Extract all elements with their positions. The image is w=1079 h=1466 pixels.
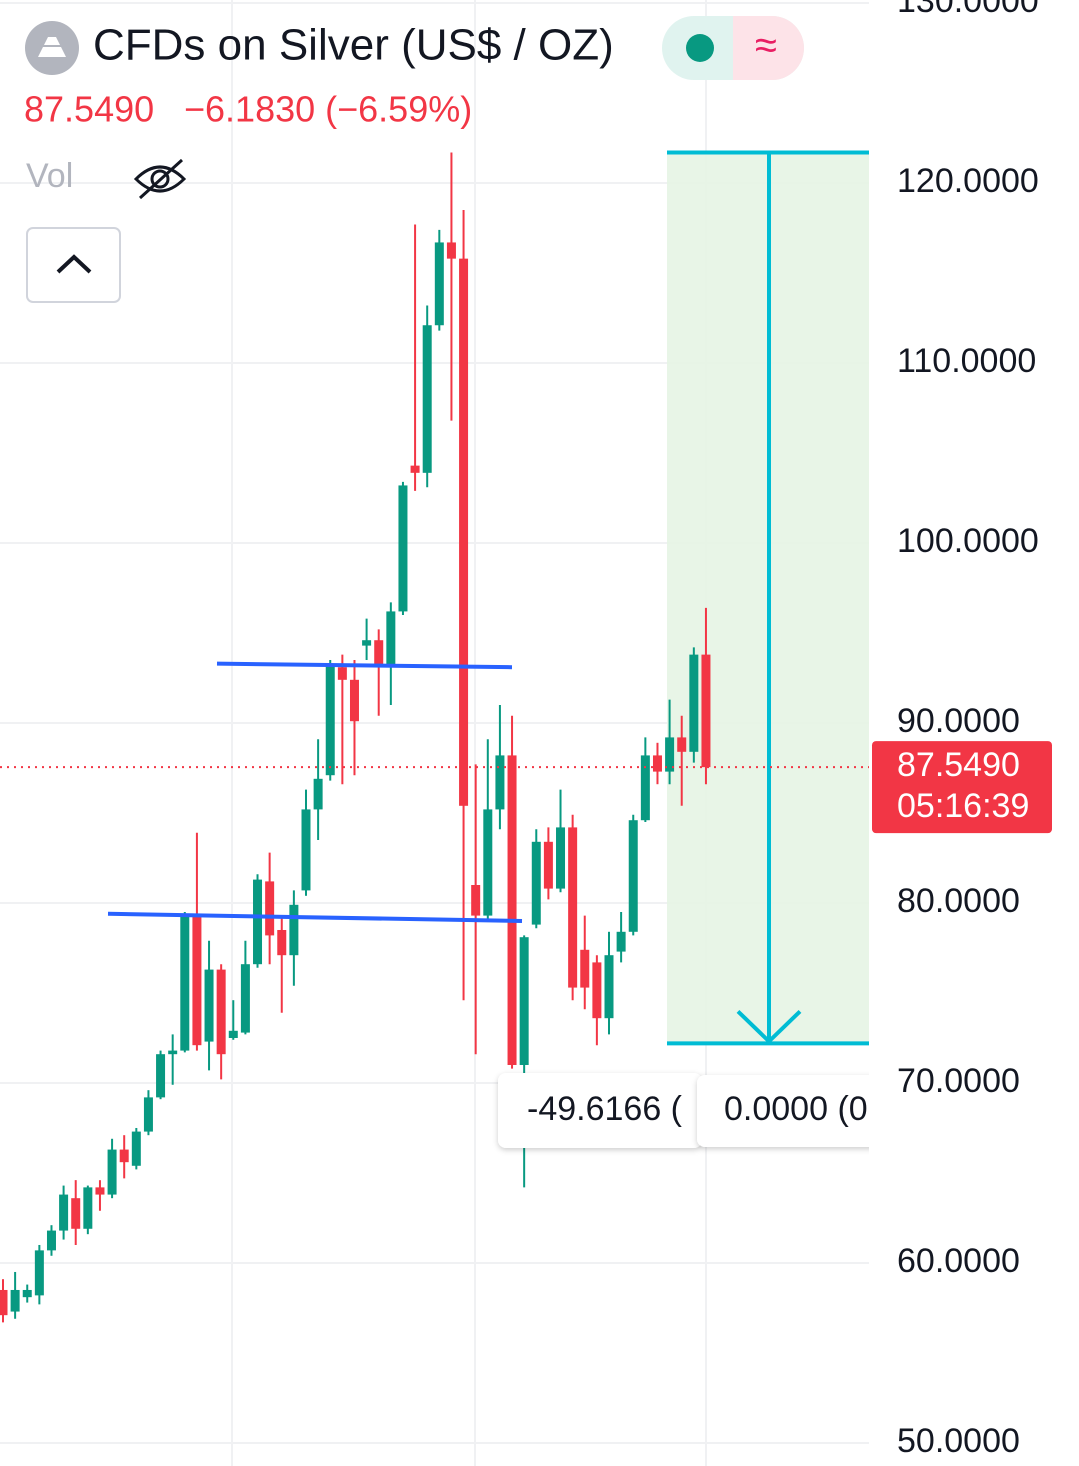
candle-body — [422, 325, 432, 473]
hide-icon[interactable] — [133, 158, 187, 200]
y-tick-label: 70.0000 — [897, 1062, 1020, 1100]
candle-body — [410, 465, 420, 473]
position-layer — [667, 150, 869, 1046]
candle-body — [289, 904, 299, 956]
candle-body — [677, 737, 687, 752]
trend-line — [107, 911, 523, 923]
candle-body — [652, 755, 662, 772]
market-open-dot — [686, 34, 714, 62]
annotation-box — [498, 1073, 702, 1148]
candle-body — [459, 258, 469, 806]
candle-body — [568, 827, 578, 988]
y-tick-label: 100.0000 — [897, 522, 1039, 560]
candle-body — [313, 778, 323, 810]
candle-body — [628, 820, 638, 932]
overlay: -49.6166 ( 0.0000 (0 — [0, 661, 869, 1148]
candle-body — [143, 1097, 153, 1132]
candle-body — [156, 1054, 166, 1098]
candle-body — [253, 879, 263, 965]
candle-body — [483, 809, 493, 916]
candle-body — [519, 937, 529, 1065]
candle-body — [374, 640, 384, 668]
candle-body — [301, 809, 311, 891]
candle-body — [22, 1289, 32, 1298]
candle-body — [640, 755, 650, 821]
candle-body — [204, 969, 214, 1042]
candle-body — [362, 640, 372, 646]
y-tick-label: 110.0000 — [897, 342, 1036, 380]
candle-body — [325, 665, 335, 776]
price-tag-label: 87.5490 — [897, 746, 1020, 784]
y-tick-label: 80.0000 — [897, 882, 1020, 920]
y-tick-label: 50.0000 — [897, 1422, 1020, 1460]
candle-body — [119, 1149, 129, 1163]
candle-body — [0, 1289, 8, 1316]
last-price: 87.5490 — [24, 89, 154, 130]
candle-body — [59, 1194, 69, 1231]
y-tick-label: 60.0000 — [897, 1242, 1020, 1280]
countdown-label: 05:16:39 — [897, 787, 1029, 825]
candle-body — [83, 1187, 93, 1229]
price-axis: 50.0000 60.0000 70.0000 80.0000 90.0000 100.0… — [872, 0, 1052, 1460]
arrow-head — [736, 1009, 802, 1045]
candle-body — [131, 1131, 141, 1166]
candle-body — [71, 1198, 81, 1229]
candle-body — [689, 654, 699, 752]
candle-body — [240, 964, 250, 1033]
candle-body — [107, 1149, 117, 1195]
candle-body — [10, 1289, 20, 1312]
chevron-up — [56, 254, 92, 274]
candle-body — [616, 931, 626, 952]
candle-body — [507, 755, 517, 1065]
y-tick-label: 130.0000 — [897, 0, 1039, 20]
volume-label: Vol — [26, 157, 73, 195]
header: CFDs on Silver (US$ / OZ) ≈ 87.5490 −6.1… — [24, 16, 804, 303]
trend-line — [216, 661, 513, 670]
candle-body — [228, 1030, 238, 1038]
candle-body — [386, 611, 396, 668]
candle-body — [168, 1050, 178, 1055]
candle-body — [604, 955, 614, 1019]
price-change: −6.1830 (−6.59%) — [184, 89, 472, 130]
candle-body — [46, 1230, 56, 1251]
candle-body — [543, 841, 553, 889]
status-pill-right — [733, 16, 804, 80]
candle-body — [337, 667, 347, 680]
candle-body — [192, 915, 202, 1046]
candle-body — [446, 242, 456, 259]
candles — [0, 152, 711, 1323]
candle-body — [277, 929, 287, 956]
candle-body — [592, 962, 602, 1019]
candle-body — [180, 915, 190, 1051]
candle-body — [556, 827, 566, 889]
annotation-box — [697, 1075, 869, 1147]
status-icon: ≈ — [755, 24, 777, 68]
candle-body — [398, 485, 408, 612]
candle-body — [434, 242, 444, 326]
candle-body — [580, 949, 590, 988]
candle-body — [95, 1187, 105, 1195]
annotation-label: -49.6166 ( — [527, 1090, 683, 1128]
candle-body — [665, 737, 675, 772]
price-tag — [872, 741, 1052, 834]
chart-title: CFDs on Silver (US$ / OZ) — [93, 21, 614, 70]
candle-body — [216, 969, 226, 1055]
candle-body — [701, 654, 711, 768]
symbol-icon-bars — [38, 37, 66, 57]
candle-body — [471, 884, 481, 916]
candle-body — [265, 881, 275, 936]
candle-body — [34, 1250, 44, 1296]
annotation-label: 0.0000 (0 — [724, 1090, 868, 1128]
y-tick-label: 90.0000 — [897, 702, 1020, 740]
candle-body — [495, 755, 505, 810]
candle-body — [531, 841, 541, 925]
y-tick-label: 120.0000 — [897, 162, 1039, 200]
collapse-button[interactable] — [26, 227, 121, 303]
candle-body — [349, 679, 359, 722]
